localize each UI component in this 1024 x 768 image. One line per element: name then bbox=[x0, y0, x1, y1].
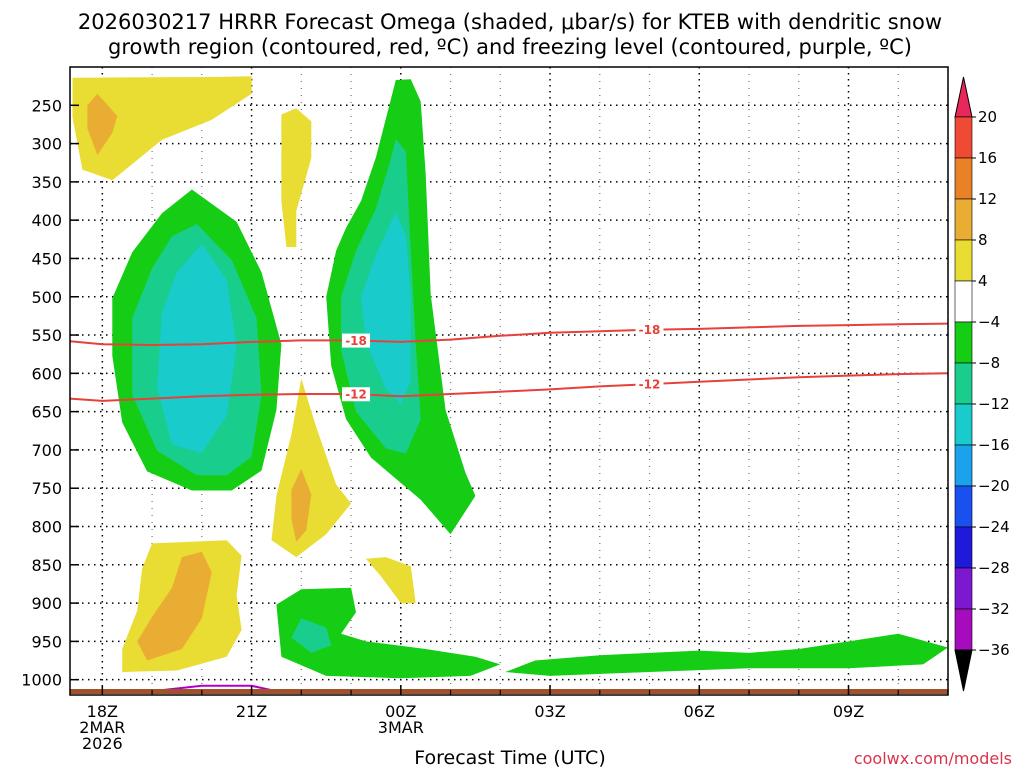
axis-ticks: 250 300 350 400 450 500 550 600 650 700 750 800 850 9… bbox=[21, 96, 949, 753]
y-tick-label-600: 600 bbox=[31, 364, 62, 383]
y-tick-label-350: 350 bbox=[31, 173, 62, 192]
contour-label-2: -12 bbox=[345, 388, 367, 402]
x-tick-label-0-1: 2MAR bbox=[79, 718, 125, 737]
ground-surface bbox=[70, 689, 948, 694]
colorbar-swatch-4 bbox=[954, 280, 973, 323]
x-tick-label-15-0: 09Z bbox=[833, 702, 864, 721]
colorbar-swatch-6 bbox=[954, 362, 973, 405]
contour-label-bg bbox=[342, 333, 371, 348]
y-tick-label-300: 300 bbox=[31, 135, 62, 154]
y-tick-label-650: 650 bbox=[31, 403, 62, 422]
chart-title-line1: 2026030217 HRRR Forecast Omega (shaded, … bbox=[78, 10, 942, 34]
omega-region-14 bbox=[276, 587, 501, 679]
x-tick-label-3-0: 21Z bbox=[236, 702, 267, 721]
colorbar-swatch-10 bbox=[954, 526, 973, 569]
omega-region-10 bbox=[291, 469, 312, 542]
plot-frame bbox=[69, 66, 949, 696]
colorbar-label-0: 20 bbox=[978, 108, 997, 126]
colorbar-bottom-arrow bbox=[954, 649, 973, 692]
omega-shading bbox=[72, 76, 948, 679]
x-tick-label-6-1: 3MAR bbox=[378, 718, 424, 737]
colorbar-swatch-2 bbox=[954, 198, 973, 241]
contour-label-bg bbox=[635, 322, 664, 337]
omega-region-15 bbox=[291, 618, 332, 653]
omega-region-13 bbox=[137, 551, 212, 661]
x-tick-label-0-0: 18Z bbox=[87, 702, 118, 721]
colorbar-swatch-7 bbox=[954, 403, 973, 446]
colorbar-label-1: 16 bbox=[978, 149, 997, 167]
contour-label-1: -18 bbox=[639, 323, 661, 337]
colorbar: 20 16 12 8 4 −4 −8 −12 −16 −20 −24 −28 −32 −36 bbox=[954, 76, 1010, 692]
omega-region-8 bbox=[361, 212, 411, 404]
colorbar-swatch-8 bbox=[954, 444, 973, 487]
omega-region-1 bbox=[87, 93, 118, 156]
colorbar-label-11: −28 bbox=[978, 559, 1010, 577]
y-tick-label-850: 850 bbox=[31, 556, 62, 575]
y-tick-label-450: 450 bbox=[31, 249, 62, 268]
colorbar-swatch-1 bbox=[954, 157, 973, 200]
colorbar-label-2: 12 bbox=[978, 190, 997, 208]
x-tick-label-12-0: 06Z bbox=[684, 702, 715, 721]
colorbar-label-3: 8 bbox=[978, 231, 988, 249]
contour-line--12-1 bbox=[69, 372, 949, 402]
x-tick-label-6-0: 00Z bbox=[385, 702, 416, 721]
colorbar-label-5: −4 bbox=[978, 313, 1000, 331]
colorbar-label-12: −32 bbox=[978, 600, 1010, 618]
colorbar-label-13: −36 bbox=[978, 641, 1010, 659]
colorbar-label-6: −8 bbox=[978, 354, 1000, 372]
colorbar-swatch-3 bbox=[954, 239, 973, 282]
contour-label-0: -18 bbox=[345, 334, 367, 348]
x-tick-label-0-2: 2026 bbox=[82, 734, 123, 753]
y-tick-label-700: 700 bbox=[31, 441, 62, 460]
colorbar-label-10: −24 bbox=[978, 518, 1010, 536]
colorbar-swatch-0 bbox=[954, 116, 973, 159]
omega-region-0 bbox=[72, 76, 252, 181]
y-tick-label-1000: 1000 bbox=[21, 671, 62, 690]
contour-line-freezing-2 bbox=[151, 684, 277, 693]
colorbar-label-9: −20 bbox=[978, 477, 1010, 495]
omega-region-9 bbox=[271, 378, 352, 558]
colorbar-swatch-9 bbox=[954, 485, 973, 528]
y-tick-label-550: 550 bbox=[31, 326, 62, 345]
contour-label-3: -12 bbox=[639, 378, 661, 392]
contour-line--18-0 bbox=[69, 322, 949, 347]
colorbar-top-arrow bbox=[954, 76, 973, 118]
colorbar-swatch-11 bbox=[954, 567, 973, 610]
x-tick-label-9-0: 03Z bbox=[534, 702, 565, 721]
y-tick-label-800: 800 bbox=[31, 518, 62, 537]
y-tick-label-250: 250 bbox=[31, 96, 62, 115]
colorbar-label-8: −16 bbox=[978, 436, 1010, 454]
y-tick-label-500: 500 bbox=[31, 288, 62, 307]
y-tick-label-900: 900 bbox=[31, 594, 62, 613]
temperature-contours: -18 -18 -12 -12 bbox=[69, 322, 949, 693]
credit-text[interactable]: coolwx.com/models bbox=[854, 749, 1012, 768]
omega-region-5 bbox=[157, 243, 237, 453]
colorbar-label-4: 4 bbox=[978, 272, 988, 290]
omega-region-11 bbox=[366, 557, 416, 604]
contour-label-bg bbox=[635, 377, 664, 392]
omega-region-2 bbox=[281, 108, 312, 248]
x-axis-label: Forecast Time (UTC) bbox=[414, 747, 605, 768]
colorbar-swatch-5 bbox=[954, 321, 973, 364]
y-tick-label-400: 400 bbox=[31, 211, 62, 230]
chart-title-line2: growth region (contoured, red, ºC) and f… bbox=[108, 35, 912, 59]
omega-region-16 bbox=[505, 633, 948, 676]
contour-label-bg bbox=[342, 387, 371, 402]
colorbar-swatch-12 bbox=[954, 608, 973, 651]
y-tick-label-950: 950 bbox=[31, 632, 62, 651]
colorbar-label-7: −12 bbox=[978, 395, 1010, 413]
y-tick-label-750: 750 bbox=[31, 479, 62, 498]
